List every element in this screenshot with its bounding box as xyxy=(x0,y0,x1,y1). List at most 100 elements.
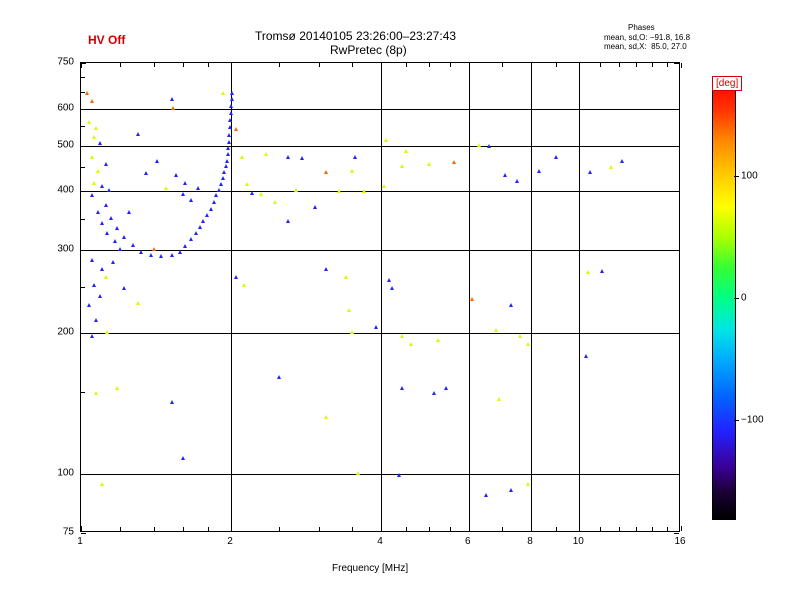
x-axis-minor-tick xyxy=(352,527,354,531)
data-point xyxy=(122,235,127,240)
data-point xyxy=(127,209,132,214)
data-point xyxy=(85,90,90,95)
x-axis-minor-tick xyxy=(556,527,558,531)
y-axis-tick xyxy=(81,63,86,64)
x-axis-minor-tick xyxy=(429,527,431,531)
x-axis-minor-tick xyxy=(208,527,210,531)
x-axis-tick xyxy=(579,526,581,531)
data-point xyxy=(484,492,489,497)
colorbar-tick-label: 0 xyxy=(741,292,747,304)
data-point xyxy=(435,338,440,343)
data-point xyxy=(99,184,104,189)
data-point xyxy=(216,188,221,193)
data-point xyxy=(107,188,112,193)
x-axis-minor-tick xyxy=(652,63,654,67)
data-point xyxy=(212,199,217,204)
data-point xyxy=(139,249,144,254)
data-point xyxy=(148,252,153,257)
x-axis-minor-tick xyxy=(120,63,122,67)
data-point xyxy=(399,164,404,169)
data-point xyxy=(587,169,592,174)
y-axis-minor-tick xyxy=(81,287,85,289)
data-point xyxy=(585,270,590,275)
x-axis-tick xyxy=(381,526,382,531)
x-axis-tick xyxy=(231,63,232,68)
data-point xyxy=(109,215,114,220)
y-axis-tick-label: 400 xyxy=(57,184,74,196)
data-point xyxy=(105,230,110,235)
data-point xyxy=(536,168,541,173)
y-axis-tick xyxy=(81,108,86,110)
x-axis-tick xyxy=(531,63,532,68)
data-point xyxy=(487,143,492,148)
y-axis-tick-label: 100 xyxy=(57,467,74,479)
data-point xyxy=(226,139,231,144)
data-point xyxy=(272,199,277,204)
x-axis-tick-label: 4 xyxy=(377,536,383,547)
y-axis-tick xyxy=(674,191,679,193)
y-axis-tick xyxy=(674,332,679,334)
data-point xyxy=(427,162,432,166)
data-point xyxy=(323,169,328,174)
x-axis-minor-tick xyxy=(352,63,354,67)
data-point xyxy=(230,90,235,95)
y-axis-tick-label: 75 xyxy=(62,526,74,538)
x-axis-tick-label: 2 xyxy=(227,536,233,547)
gridline-horizontal xyxy=(81,250,679,252)
y-axis-tick xyxy=(674,533,679,534)
x-axis-minor-tick xyxy=(556,63,558,67)
x-axis-tick xyxy=(231,526,232,531)
data-point xyxy=(169,252,174,257)
data-point xyxy=(201,218,206,223)
data-point xyxy=(451,159,456,164)
x-axis-minor-tick xyxy=(318,63,320,67)
colorbar-tick xyxy=(734,298,739,299)
x-axis-minor-tick xyxy=(182,527,184,531)
x-axis-minor-tick xyxy=(406,63,408,67)
x-axis-minor-tick xyxy=(120,527,122,531)
data-point xyxy=(609,165,614,170)
gridline-horizontal xyxy=(81,332,679,334)
data-point xyxy=(197,224,202,229)
data-point xyxy=(244,182,249,187)
data-point xyxy=(470,296,475,301)
x-axis-minor-tick xyxy=(667,527,669,531)
data-point xyxy=(151,247,156,252)
x-axis-minor-tick xyxy=(618,527,620,531)
data-point xyxy=(118,247,123,252)
data-point xyxy=(99,267,104,272)
data-point xyxy=(350,329,355,334)
y-axis-tick xyxy=(81,145,86,147)
data-point xyxy=(323,414,328,419)
x-axis-minor-tick xyxy=(618,63,620,67)
y-axis-tick xyxy=(81,250,86,252)
data-point xyxy=(173,172,178,177)
data-point xyxy=(346,308,351,313)
data-point xyxy=(163,185,168,190)
data-point xyxy=(91,134,96,139)
data-point xyxy=(362,189,367,194)
chart-title: Tromsø 20140105 23:26:00–23:27:43 xyxy=(255,29,457,43)
x-axis-minor-tick xyxy=(279,63,281,67)
gridline-vertical xyxy=(381,63,382,531)
data-point xyxy=(89,333,94,338)
data-point xyxy=(228,117,233,122)
x-axis-minor-tick xyxy=(667,63,669,67)
data-point xyxy=(431,391,436,396)
data-point xyxy=(381,184,386,189)
gridline-horizontal xyxy=(81,474,679,476)
y-axis-minor-tick xyxy=(81,391,85,393)
data-point xyxy=(114,226,119,231)
data-point xyxy=(105,329,110,334)
y-axis-tick-label: 500 xyxy=(57,139,74,151)
x-axis-tick xyxy=(531,526,532,531)
colorbar xyxy=(712,78,736,520)
colorbar-tick-label: 100 xyxy=(741,170,758,182)
data-point xyxy=(93,126,98,131)
y-axis-tick xyxy=(81,332,86,334)
x-axis-title: Frequency [MHz] xyxy=(332,563,409,574)
phases-stat-x: mean, sd,X: 85.0, 27.0 xyxy=(604,42,687,51)
y-axis-tick xyxy=(674,474,679,476)
y-axis-tick xyxy=(674,145,679,147)
data-point xyxy=(97,294,102,299)
